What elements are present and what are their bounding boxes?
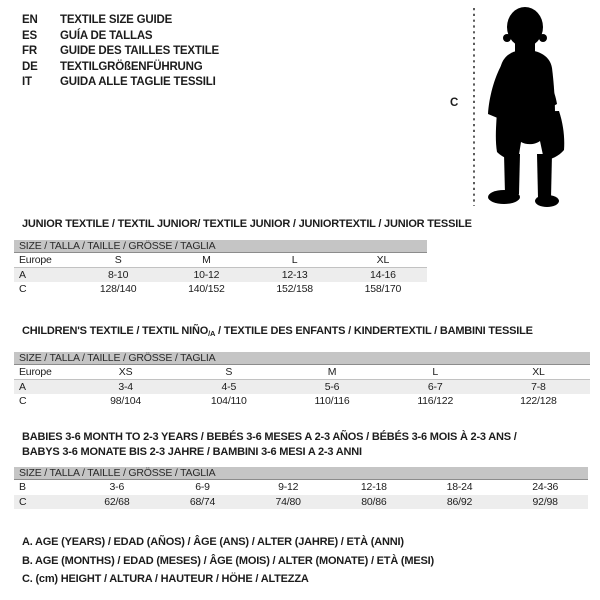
babies-size-table: SIZE / TALLA / TAILLE / GRÖSSE / TAGLIA … xyxy=(14,467,588,509)
size-cell: XL xyxy=(532,366,545,378)
table-row-europe: Europe S M L XL xyxy=(14,253,427,268)
row-label: Europe xyxy=(19,254,52,266)
children-size-table: SIZE / TALLA / TAILLE / GRÖSSE / TAGLIA … xyxy=(14,352,590,409)
value-cell: 104/110 xyxy=(210,395,247,407)
value-cell: 62/68 xyxy=(104,495,130,508)
size-cell: S xyxy=(114,254,122,266)
table-row-height: C 128/140 140/152 152/158 158/170 xyxy=(14,282,427,297)
lang-row-es: ES GUÍA DE TALLAS xyxy=(22,29,219,45)
footnote-age-years: A. AGE (YEARS) / EDAD (AÑOS) / ÂGE (ANS)… xyxy=(22,536,404,548)
table-row-height: C 62/68 68/74 74/80 80/86 86/92 92/98 xyxy=(14,494,588,509)
children-section-title: CHILDREN'S TEXTILE / TEXTIL NIÑO/A / TEX… xyxy=(22,324,533,339)
lang-code: IT xyxy=(22,76,32,88)
table-row-height: C 98/104 104/110 110/116 116/122 122/128 xyxy=(14,394,590,409)
lang-title: GUIDA ALLE TAGLIE TESSILI xyxy=(60,76,216,88)
language-title-list: EN TEXTILE SIZE GUIDE ES GUÍA DE TALLAS … xyxy=(22,13,219,91)
value-cell: 12-13 xyxy=(281,268,308,281)
row-label: A xyxy=(19,268,26,281)
footnote-height: C. (cm) HEIGHT / ALTURA / HAUTEUR / HÖHE… xyxy=(22,573,309,585)
value-cell: 12-18 xyxy=(360,481,387,493)
value-cell: 6-9 xyxy=(195,481,210,493)
lang-code: DE xyxy=(22,60,38,73)
value-cell: 7-8 xyxy=(531,380,546,393)
value-cell: 3-6 xyxy=(109,481,125,493)
row-label: Europe xyxy=(19,366,52,378)
value-cell: 98/104 xyxy=(110,395,142,407)
size-cell: L xyxy=(432,366,439,378)
babies-section-title: BABIES 3-6 MONTH TO 2-3 YEARS / BEBÉS 3-… xyxy=(22,430,517,460)
table-row-europe: Europe XS S M L XL xyxy=(14,365,590,380)
footnote-age-months: B. AGE (MONTHS) / EDAD (MESES) / ÂGE (MO… xyxy=(22,554,434,567)
row-label: C xyxy=(19,395,27,407)
junior-size-table: SIZE / TALLA / TAILLE / GRÖSSE / TAGLIA … xyxy=(14,240,427,297)
value-cell: 122/128 xyxy=(520,395,557,407)
value-cell: 152/158 xyxy=(276,283,313,295)
row-label: B xyxy=(19,481,26,493)
lang-title: GUÍA DE TALLAS xyxy=(60,29,153,42)
lang-title: TEXTILGRÖßENFÜHRUNG xyxy=(60,60,203,73)
toddler-shape xyxy=(488,7,565,207)
size-cell: M xyxy=(202,254,211,266)
lang-code: ES xyxy=(22,29,37,42)
value-cell: 24-36 xyxy=(532,481,559,493)
lang-row-en: EN TEXTILE SIZE GUIDE xyxy=(22,13,219,29)
junior-section-title: JUNIOR TEXTILE / TEXTIL JUNIOR/ TEXTILE … xyxy=(22,218,472,230)
lang-row-fr: FR GUIDE DES TAILLES TEXTILE xyxy=(22,44,219,60)
row-label: A xyxy=(19,380,26,393)
row-label: C xyxy=(19,283,27,295)
babies-title-line2: BABYS 3-6 MONATE BIS 2-3 JAHRE / BAMBINI… xyxy=(22,446,362,458)
value-cell: 8-10 xyxy=(108,268,129,281)
lang-code: FR xyxy=(22,45,37,57)
value-cell: 18-24 xyxy=(446,481,473,493)
legend-footnotes: A. AGE (YEARS) / EDAD (AÑOS) / ÂGE (ANS)… xyxy=(22,533,434,589)
title-text: / TEXTILE DES ENFANTS / KINDERTEXTIL / B… xyxy=(215,325,533,337)
size-cell: S xyxy=(225,366,233,378)
lang-code: EN xyxy=(22,14,38,26)
value-cell: 14-16 xyxy=(369,268,396,281)
lang-title: TEXTILE SIZE GUIDE xyxy=(60,14,173,26)
size-header-bar: SIZE / TALLA / TAILLE / GRÖSSE / TAGLIA xyxy=(14,467,588,480)
value-cell: 116/122 xyxy=(417,395,454,407)
lang-title: GUIDE DES TAILLES TEXTILE xyxy=(60,45,219,57)
size-cell: XS xyxy=(118,366,133,378)
value-cell: 140/152 xyxy=(188,283,225,295)
table-row-age-months: B 3-6 6-9 9-12 12-18 18-24 24-36 xyxy=(14,480,588,495)
title-subscript: /A xyxy=(208,329,216,338)
lang-row-de: DE TEXTILGRÖßENFÜHRUNG xyxy=(22,60,219,76)
babies-title-line1: BABIES 3-6 MONTH TO 2-3 YEARS / BEBÉS 3-… xyxy=(22,431,517,443)
value-cell: 5-6 xyxy=(324,380,340,393)
value-cell: 6-7 xyxy=(427,380,443,393)
table-row-age: A 8-10 10-12 12-13 14-16 xyxy=(14,267,427,282)
value-cell: 86/92 xyxy=(446,495,473,508)
size-cell: M xyxy=(327,366,337,378)
size-cell: XL xyxy=(376,254,390,266)
title-text: CHILDREN'S TEXTILE / TEXTIL NIÑO xyxy=(22,325,209,337)
size-header-bar: SIZE / TALLA / TAILLE / GRÖSSE / TAGLIA xyxy=(14,240,427,253)
value-cell: 158/170 xyxy=(364,283,402,295)
table-row-age: A 3-4 4-5 5-6 6-7 7-8 xyxy=(14,379,590,394)
value-cell: 110/116 xyxy=(314,395,350,407)
value-cell: 9-12 xyxy=(278,481,299,493)
value-cell: 80/86 xyxy=(361,495,387,508)
size-header-bar: SIZE / TALLA / TAILLE / GRÖSSE / TAGLIA xyxy=(14,352,590,365)
toddler-silhouette-icon xyxy=(473,7,565,207)
value-cell: 92/98 xyxy=(532,495,558,508)
value-cell: 10-12 xyxy=(193,268,220,281)
lang-row-it: IT GUIDA ALLE TAGLIE TESSILI xyxy=(22,75,219,91)
row-label: C xyxy=(19,495,27,508)
value-cell: 68/74 xyxy=(189,495,216,508)
size-cell: L xyxy=(291,254,298,266)
height-marker-label: C xyxy=(450,97,459,109)
value-cell: 4-5 xyxy=(221,380,237,393)
value-cell: 3-4 xyxy=(118,380,133,393)
value-cell: 128/140 xyxy=(99,283,137,295)
value-cell: 74/80 xyxy=(275,495,301,508)
